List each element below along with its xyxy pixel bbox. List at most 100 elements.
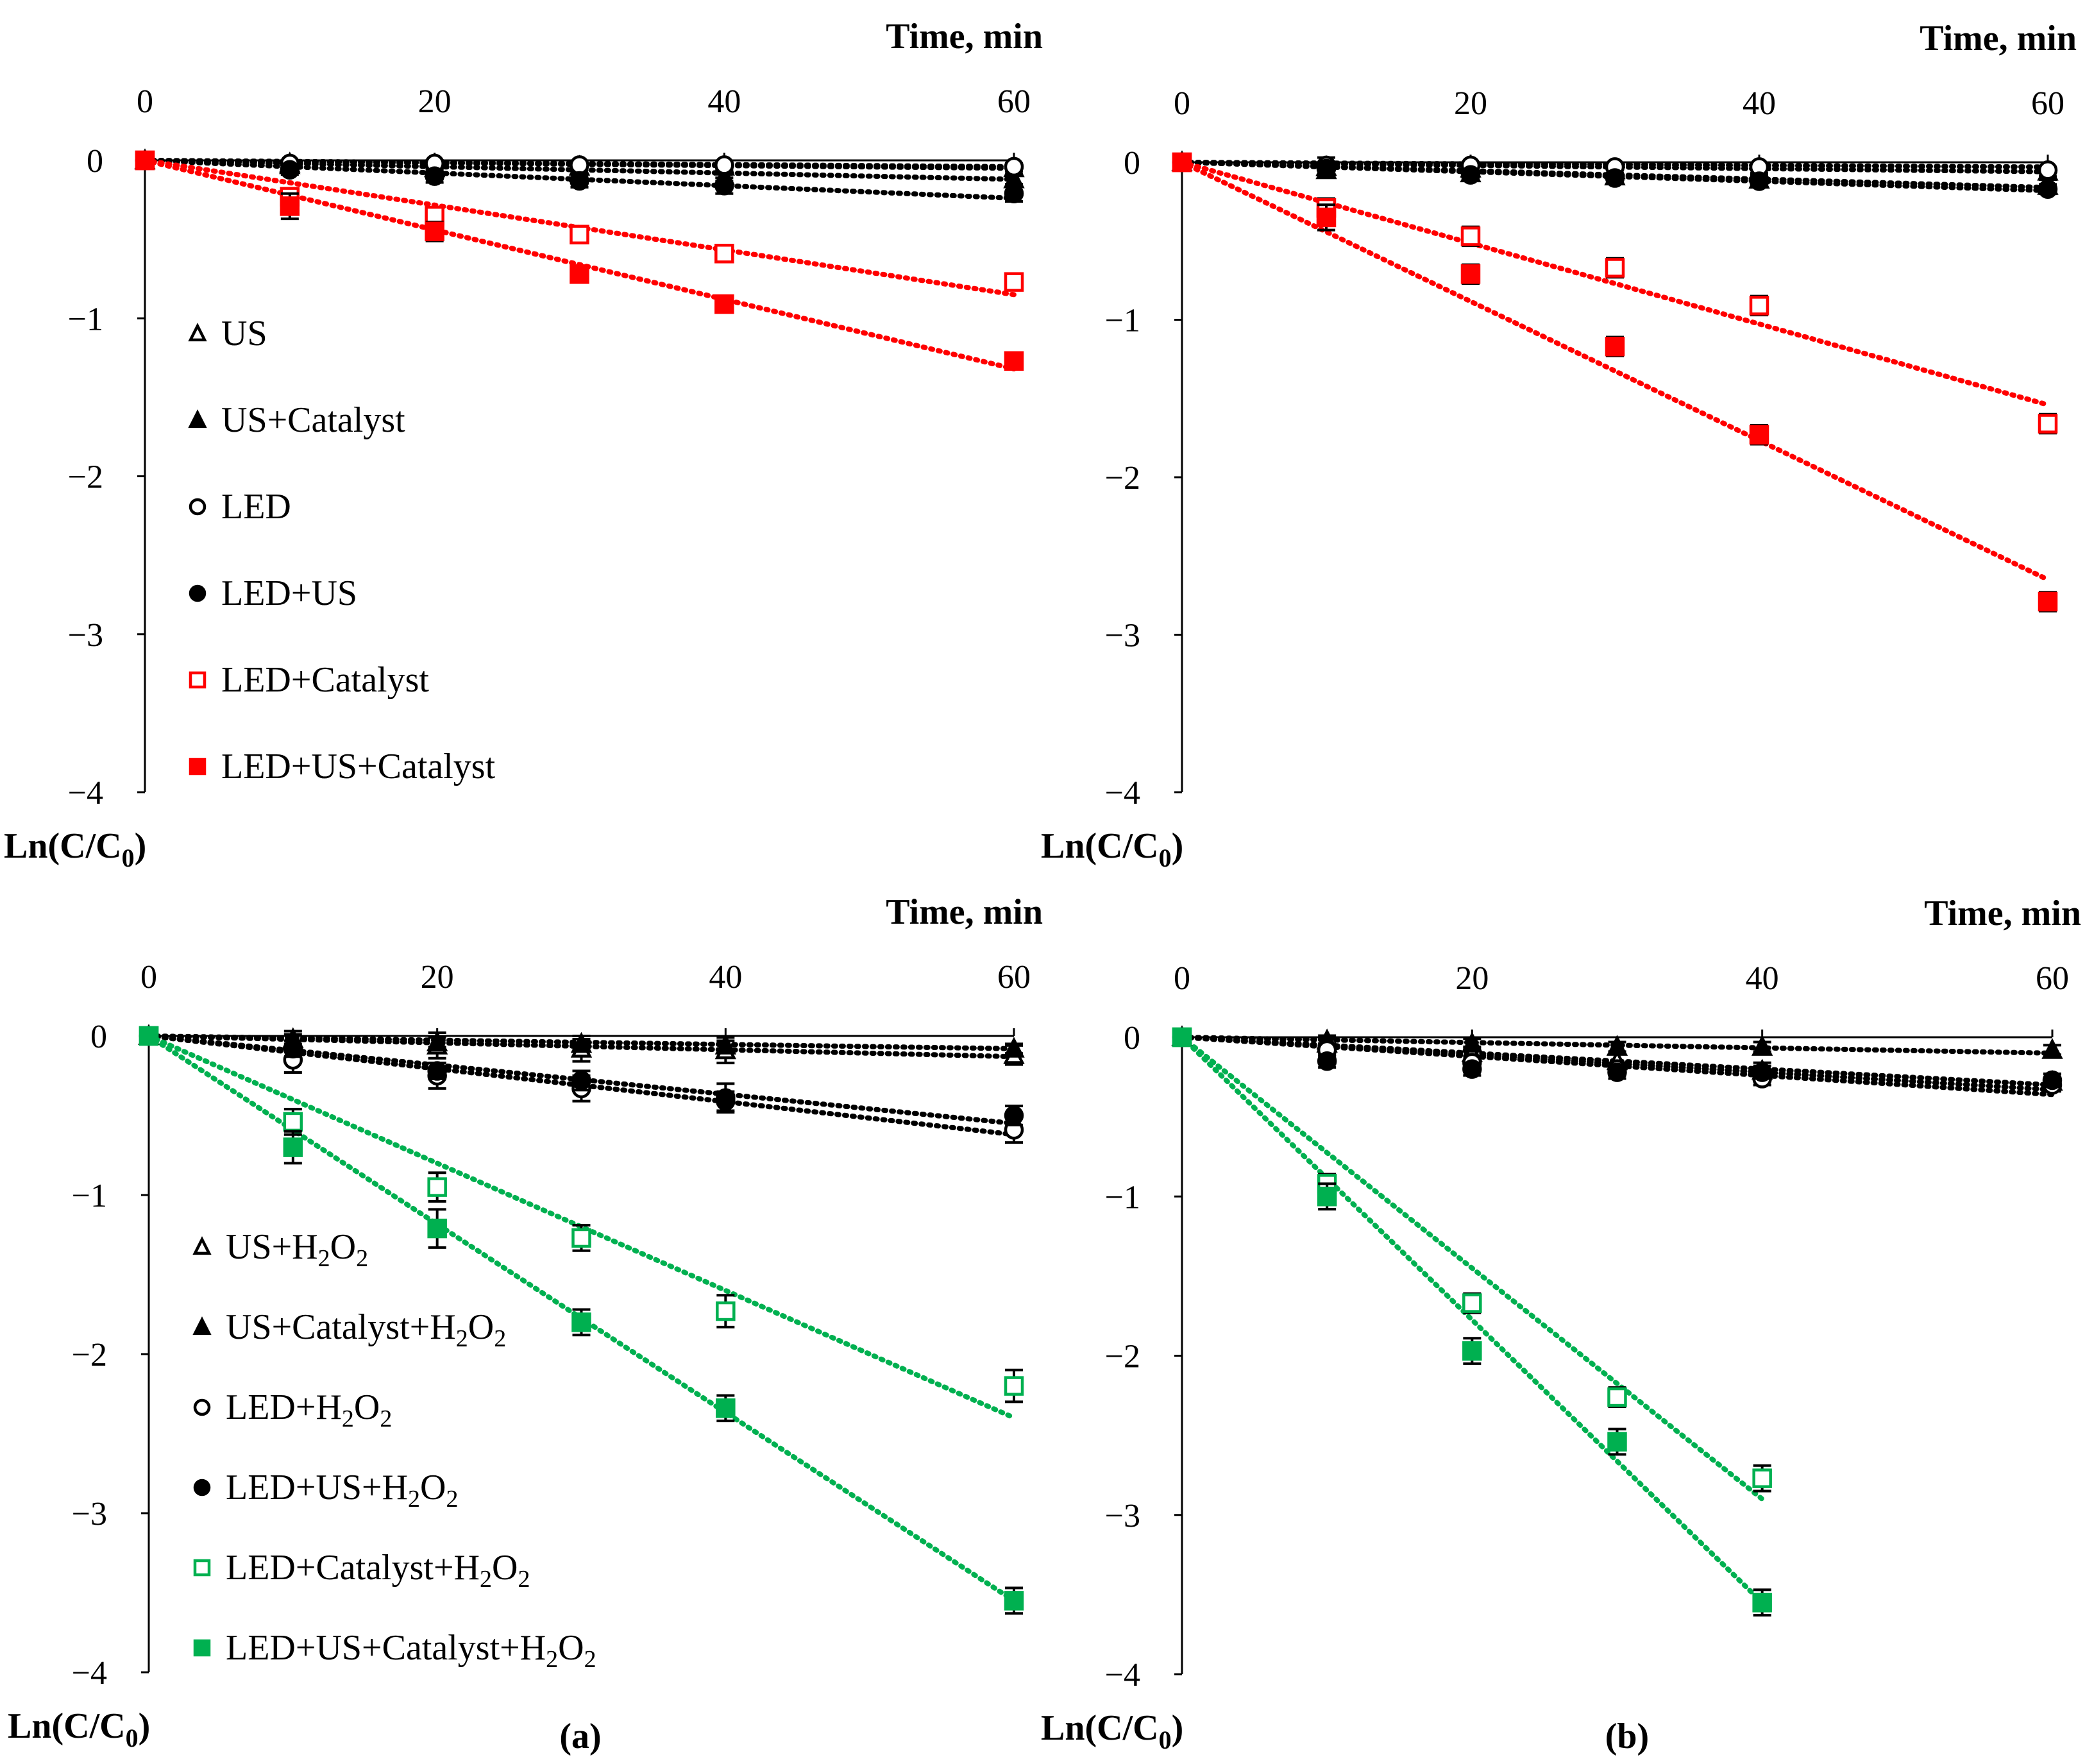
x-axis-title: Time, min [1920, 19, 2077, 58]
data-point [280, 196, 300, 216]
data-point [570, 1031, 593, 1053]
x-tick-label: 0 [1174, 85, 1190, 122]
legend-label-subscript: 2 [380, 1405, 392, 1432]
data-point [1607, 1432, 1627, 1452]
data-point [139, 1026, 159, 1046]
data-point [1751, 1035, 1773, 1056]
legend-label-subscript: 2 [480, 1566, 492, 1593]
data-point [1317, 1051, 1337, 1071]
data-point [425, 221, 444, 242]
x-tick-label: 0 [1174, 960, 1190, 997]
legend-marker [188, 323, 207, 342]
legend-marker [193, 1479, 211, 1497]
legend-marker [192, 1316, 212, 1336]
data-point [1462, 1059, 1482, 1079]
data-point [2038, 179, 2058, 199]
y-tick-label: −2 [1105, 460, 1140, 496]
y-tick-label: 0 [1124, 145, 1140, 182]
legend-label-part: O [492, 1548, 518, 1588]
data-point [1605, 168, 1625, 188]
legend-label-part: US [221, 314, 267, 353]
y-tick-label: −3 [1105, 1498, 1140, 1534]
legend-label-subscript: 2 [318, 1245, 330, 1272]
x-tick-label: 0 [137, 83, 153, 120]
data-point [570, 155, 589, 175]
legend-label: US+H2O2 [226, 1227, 368, 1272]
y-tick-label: −1 [1105, 303, 1140, 339]
y-axis-title-end: ) [139, 1706, 151, 1746]
legend-label-part: LED+US+H [226, 1468, 408, 1507]
data-point [1004, 157, 1024, 177]
y-axis-title-end: ) [1172, 1708, 1184, 1748]
trend-line [1179, 1035, 1765, 1606]
x-tick-label: 60 [997, 83, 1031, 120]
data-point [1752, 1593, 1772, 1613]
y-tick-label: 0 [87, 143, 103, 180]
y-tick-label: −3 [68, 617, 103, 654]
data-point [1607, 1062, 1627, 1082]
x-tick-label: 40 [1743, 85, 1776, 122]
y-tick-label: −4 [68, 775, 103, 811]
y-axis-title-end: ) [135, 826, 147, 866]
y-tick-label: −2 [68, 459, 103, 496]
x-tick-label: 60 [997, 959, 1031, 996]
data-point [1172, 1027, 1192, 1047]
x-axis-title: Time, min [886, 17, 1043, 56]
data-point [714, 155, 734, 175]
data-point [571, 1312, 591, 1332]
x-axis-title: Time, min [1924, 894, 2081, 933]
y-tick-label: −4 [72, 1655, 107, 1692]
chart-bottom-right: 0 20 40 60 0 −1 −2 −3 −4 Time, min Ln(C/C0) [1041, 894, 2081, 1754]
data-point [1004, 1105, 1024, 1126]
x-axis-title: Time, min [886, 892, 1043, 932]
legend-label-part: LED [221, 487, 291, 527]
chart-top-left: 0 20 40 60 0 −1 −2 −3 −4 Time, min Ln(C/C0) US US+Ca… [4, 17, 1043, 872]
data-point [280, 160, 300, 180]
legend-label-part: LED+H [226, 1387, 342, 1427]
legend-label-subscript: 2 [518, 1566, 530, 1593]
x-tick-label: 0 [140, 959, 157, 996]
x-tick-label: 40 [1746, 960, 1779, 997]
legend-label-subscript: 2 [456, 1325, 468, 1352]
legend-label-subscript: 2 [546, 1646, 558, 1673]
data-point [283, 1112, 303, 1132]
y-axis-title: Ln(C/C0) [4, 826, 146, 872]
data-point [571, 1228, 591, 1248]
data-point [1317, 1187, 1337, 1207]
legend-label-part: US+Catalyst+H [226, 1307, 456, 1347]
legend-label-subscript: 2 [342, 1405, 354, 1432]
data-point [1752, 1062, 1772, 1082]
legend-marker [193, 1398, 211, 1416]
data-point [1316, 207, 1337, 228]
legend-label: LED+US+Catalyst+H2O2 [226, 1628, 596, 1673]
legend-marker [193, 1559, 211, 1577]
legend-label-part: LED+US+Catalyst [221, 747, 496, 786]
data-point [427, 1218, 447, 1239]
y-axis-title: Ln(C/C0) [1041, 826, 1183, 872]
legend-marker [188, 409, 207, 428]
data-point [425, 166, 444, 186]
data-point [570, 225, 589, 244]
data-point [1003, 1037, 1025, 1058]
legend-marker [189, 671, 207, 689]
legend-label-part: O [468, 1307, 494, 1347]
x-tick-label: 20 [1455, 960, 1489, 997]
panel-label-a: (a) [559, 1717, 601, 1756]
data-point [716, 1091, 736, 1111]
legend-label: LED+Catalyst [221, 660, 429, 700]
y-tick-label: −2 [1105, 1339, 1140, 1375]
legend-marker [189, 758, 207, 776]
legend-label-part: O [330, 1227, 356, 1267]
data-point [427, 1177, 447, 1197]
data-point [714, 244, 734, 264]
data-point [1752, 1468, 1772, 1488]
data-point [1316, 158, 1337, 179]
legend-label-subscript: 2 [408, 1486, 420, 1513]
y-axis-title-subscript: 0 [126, 1724, 139, 1752]
trend-line [1179, 1035, 1765, 1502]
data-point [570, 171, 589, 191]
legend-label-subscript: 2 [356, 1245, 368, 1272]
data-point [1004, 272, 1024, 292]
legend-marker [189, 584, 207, 602]
legend-label-part: US+H [226, 1227, 318, 1267]
